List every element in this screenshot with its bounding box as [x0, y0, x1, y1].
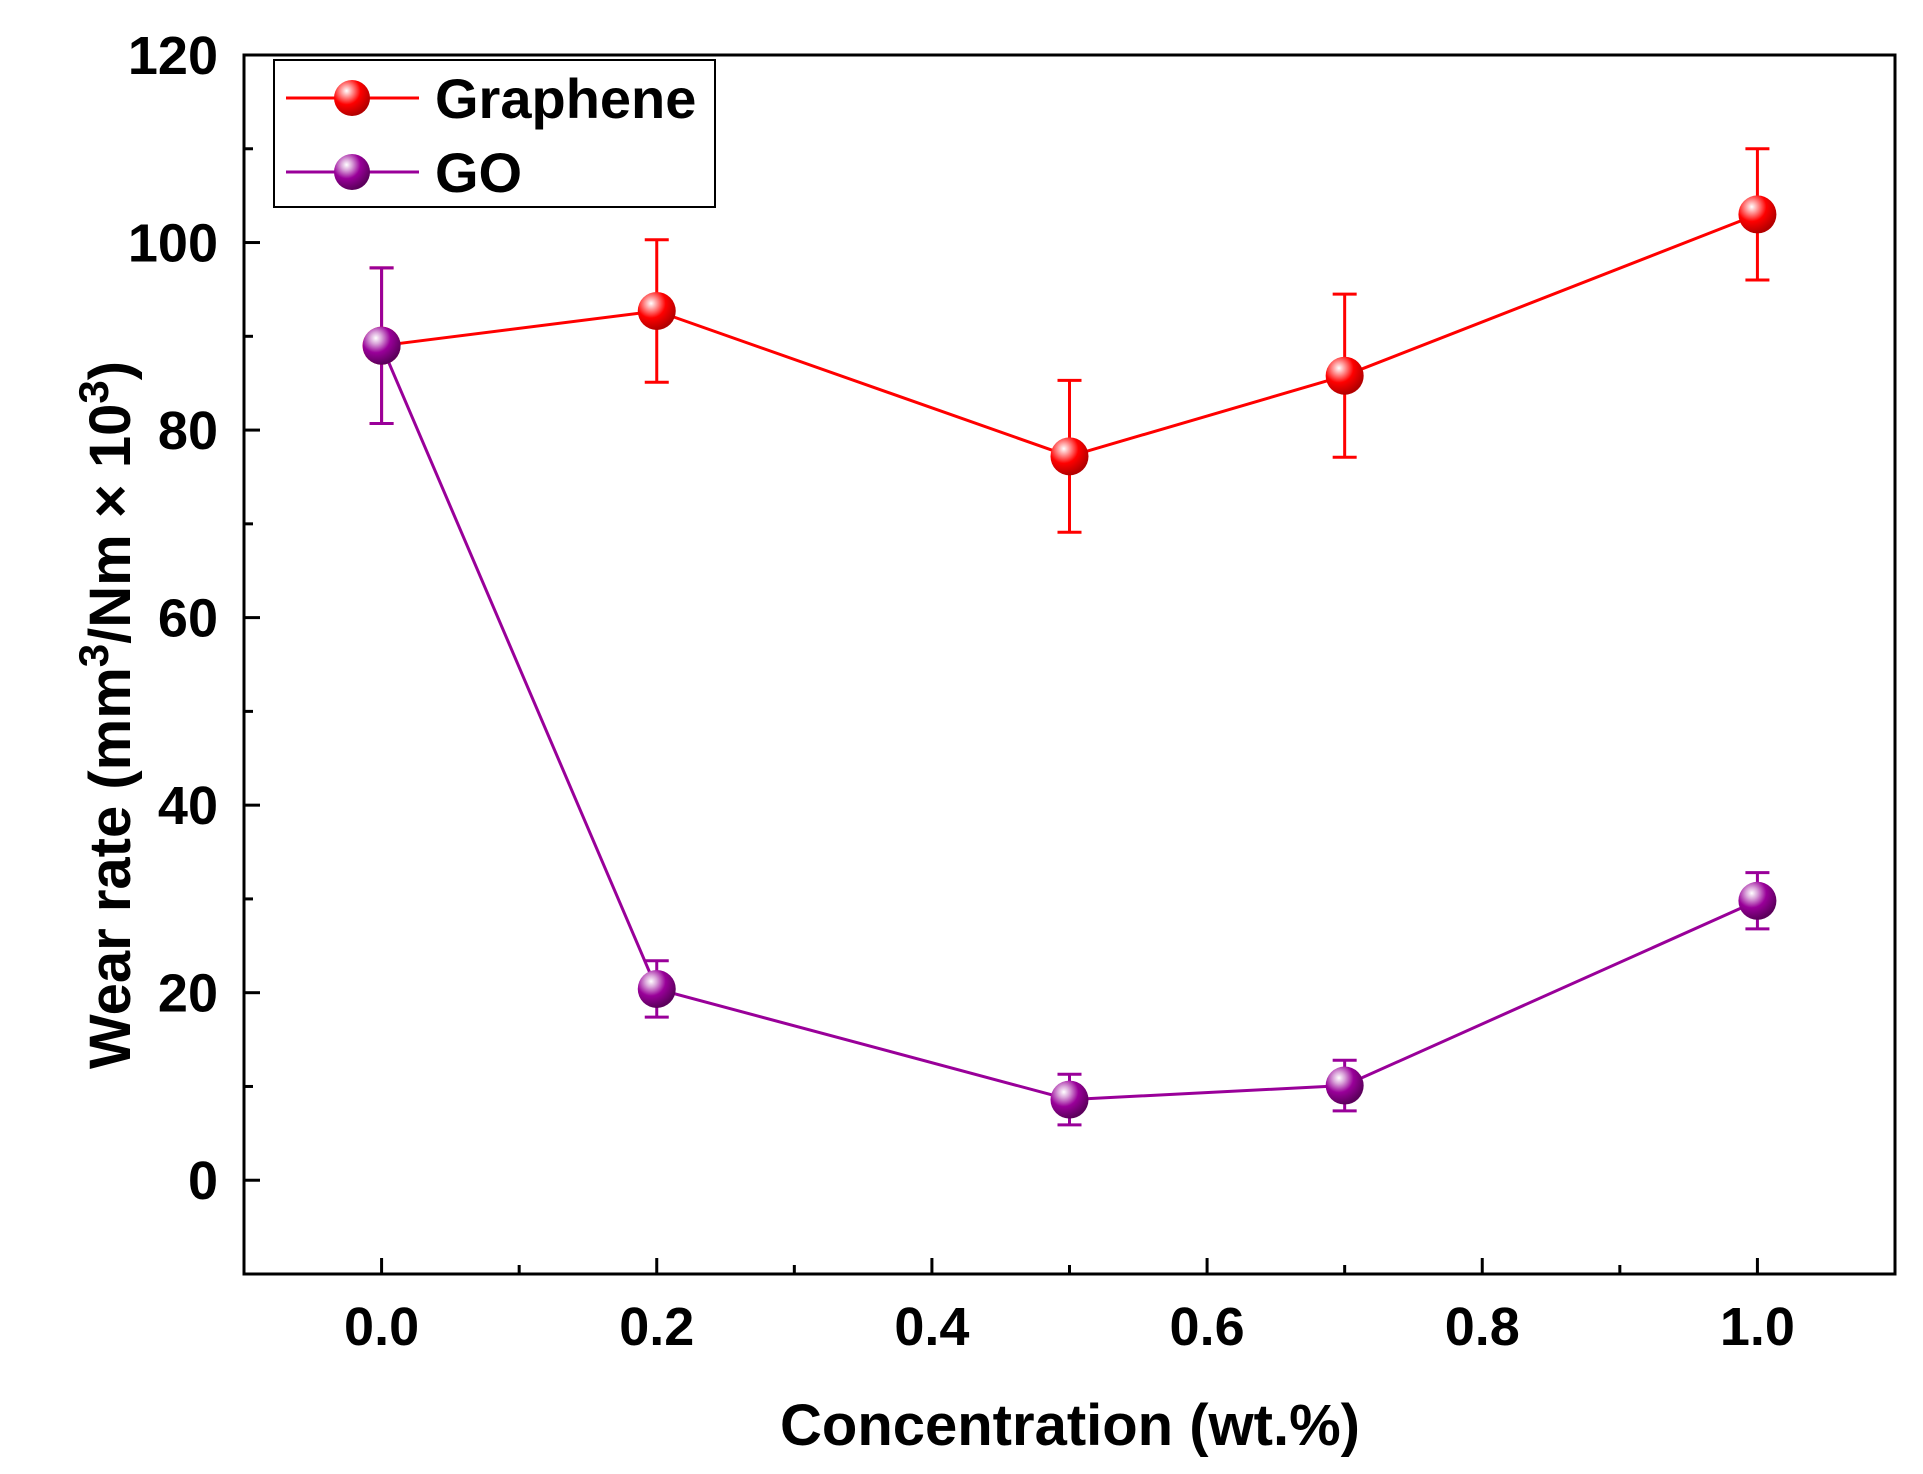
y-axis-ticks: 0 20 40 60 80 100 120 [128, 26, 260, 1276]
legend-marker-go [334, 154, 370, 190]
x-axis-ticks: 0.0 0.2 0.4 0.6 0.8 1.0 [344, 1258, 1795, 1357]
y-tick-label: 20 [158, 964, 218, 1024]
y-tick-label: 40 [158, 776, 218, 836]
data-point-go [1738, 881, 1777, 920]
series-layer [362, 147, 1777, 1127]
y-axis-title: Wear rate (mm3/Nm × 103) [70, 361, 143, 1069]
data-point-go [1325, 1066, 1364, 1105]
x-tick-label: 1.0 [1720, 1297, 1795, 1357]
data-point-graphene [1738, 195, 1777, 234]
y-tick-label: 120 [128, 26, 218, 86]
y-tick-label: 80 [158, 401, 218, 461]
x-tick-label: 0.2 [619, 1297, 694, 1357]
data-point-graphene [1325, 356, 1364, 395]
x-axis-title: Concentration (wt.%) [780, 1393, 1360, 1458]
x-tick-label: 0.8 [1445, 1297, 1520, 1357]
legend: Graphene GO [273, 59, 716, 208]
legend-item-go: GO [286, 141, 522, 204]
data-point-graphene [637, 291, 676, 330]
legend-label-graphene: Graphene [435, 67, 696, 130]
legend-label-go: GO [435, 141, 522, 204]
x-tick-label: 0.4 [894, 1297, 969, 1357]
data-point-graphene [1050, 437, 1089, 476]
legend-marker-graphene [334, 80, 370, 116]
legend-item-graphene: Graphene [286, 67, 696, 130]
data-point-go [637, 969, 676, 1008]
x-tick-label: 0.0 [344, 1297, 419, 1357]
data-point-go [1050, 1080, 1089, 1119]
y-tick-label: 0 [188, 1151, 218, 1211]
y-tick-label: 100 [128, 214, 218, 274]
x-tick-label: 0.6 [1170, 1297, 1245, 1357]
data-point-go [362, 326, 401, 365]
y-tick-label: 60 [158, 589, 218, 649]
